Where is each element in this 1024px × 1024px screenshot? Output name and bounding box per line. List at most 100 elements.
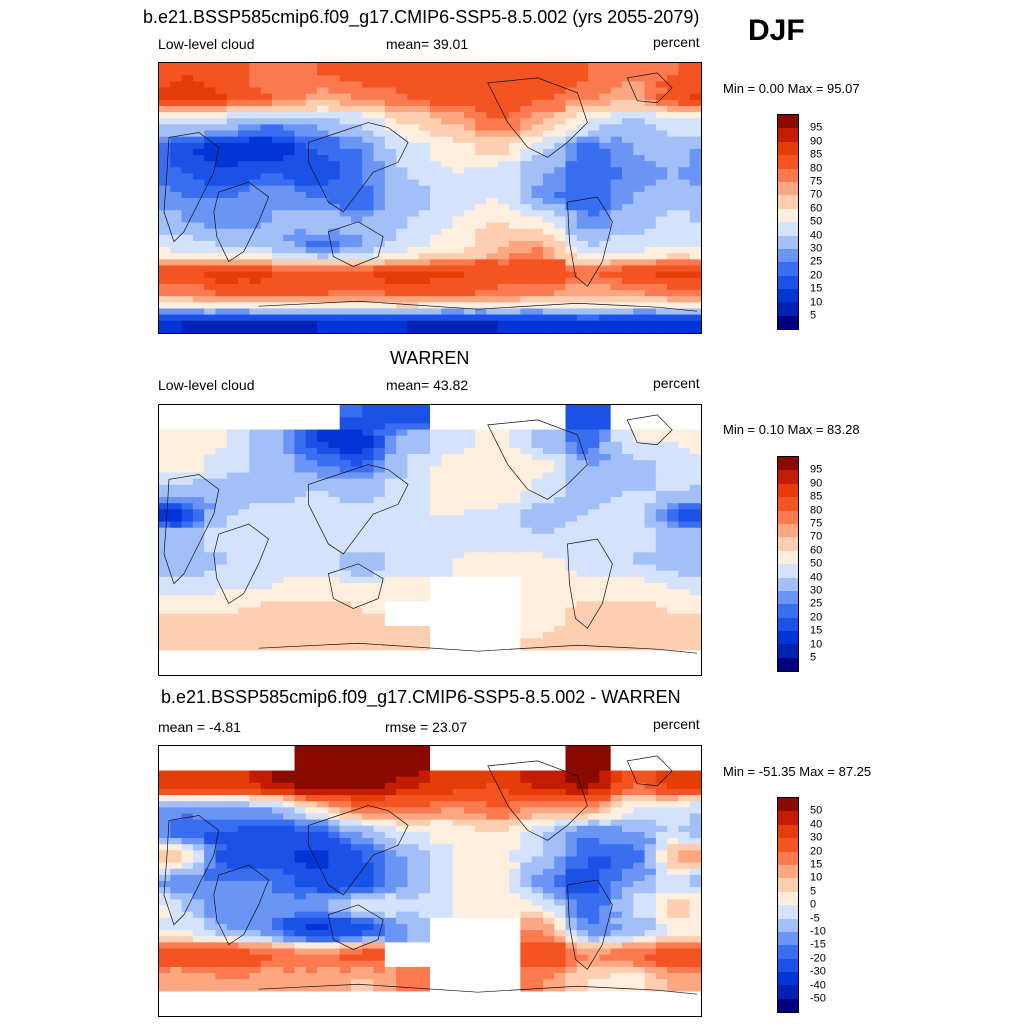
heatmap-cell — [192, 228, 205, 236]
heatmap-cell — [407, 807, 420, 815]
heatmap-cell — [633, 613, 646, 621]
heatmap-cell — [621, 234, 634, 242]
heatmap-cell — [305, 320, 318, 328]
heatmap-cell — [249, 650, 262, 658]
heatmap-cell — [339, 161, 352, 168]
heatmap-cell — [260, 619, 273, 627]
heatmap-cell — [588, 503, 600, 510]
heatmap-cell — [260, 185, 273, 193]
heatmap-cell — [362, 167, 375, 175]
heatmap-cell — [610, 429, 623, 437]
heatmap-cell — [305, 93, 318, 101]
heatmap-cell — [509, 527, 521, 535]
heatmap-cell — [588, 466, 600, 474]
heatmap-cell — [463, 167, 476, 175]
heatmap-cell — [542, 466, 555, 474]
heatmap-cell — [678, 136, 691, 144]
heatmap-cell — [610, 746, 623, 753]
heatmap-cell — [328, 752, 341, 759]
heatmap-cell — [305, 490, 318, 498]
heatmap-cell — [599, 521, 612, 529]
heatmap-cell — [644, 296, 657, 303]
heatmap-cell — [565, 265, 578, 273]
heatmap-cell — [430, 320, 442, 328]
heatmap-cell — [192, 63, 205, 70]
heatmap-cell — [599, 423, 612, 431]
heatmap-cell — [599, 308, 612, 316]
heatmap-cell — [463, 173, 476, 181]
heatmap-cell — [599, 130, 612, 138]
heatmap-cell — [328, 515, 341, 523]
heatmap-cell — [226, 527, 239, 535]
heatmap-cell — [599, 632, 612, 639]
colorbar-swatch — [778, 497, 798, 511]
heatmap-cell — [170, 472, 183, 480]
heatmap-cell — [667, 155, 680, 162]
heatmap-cell — [689, 105, 701, 113]
heatmap-cell — [520, 118, 533, 125]
heatmap-cell — [170, 638, 183, 645]
heatmap-cell — [655, 764, 668, 772]
heatmap-cell — [215, 758, 228, 765]
heatmap-cell — [463, 770, 476, 778]
heatmap-cell — [531, 503, 544, 510]
heatmap-cell — [475, 296, 488, 303]
heatmap-cell — [520, 265, 533, 273]
heatmap-cell — [260, 466, 273, 474]
heatmap-cell — [362, 423, 375, 431]
heatmap-cell — [565, 497, 578, 504]
heatmap-cell — [170, 75, 183, 82]
heatmap-cell — [610, 497, 623, 504]
heatmap-cell — [226, 423, 239, 431]
heatmap-cell — [215, 228, 228, 236]
heatmap-cell — [452, 411, 465, 418]
heatmap-cell — [192, 93, 205, 101]
heatmap-cell — [384, 314, 397, 322]
heatmap-cell — [305, 69, 318, 76]
heatmap-cell — [339, 831, 352, 839]
heatmap-cell — [305, 296, 318, 303]
heatmap-cell — [373, 838, 386, 845]
heatmap-cell — [283, 601, 296, 609]
heatmap-cell — [407, 825, 420, 833]
heatmap-cell — [509, 595, 521, 602]
heatmap-cell — [204, 302, 217, 310]
heatmap-cell — [655, 521, 668, 529]
heatmap-cell — [599, 173, 612, 181]
heatmap-cell — [588, 277, 600, 285]
heatmap-cell — [305, 326, 318, 333]
heatmap-cell — [418, 613, 431, 621]
heatmap-cell — [283, 326, 296, 333]
heatmap-cell — [170, 801, 183, 808]
heatmap-cell — [271, 619, 284, 627]
heatmap-cell — [373, 167, 386, 175]
heatmap-cell — [271, 173, 284, 181]
heatmap-cell — [271, 490, 284, 498]
heatmap-cell — [226, 191, 239, 199]
heatmap-cell — [542, 179, 555, 187]
heatmap-cell — [407, 314, 420, 322]
heatmap-cell — [384, 503, 397, 510]
heatmap-cell — [655, 112, 668, 119]
heatmap-cell — [531, 247, 544, 254]
heatmap-cell — [610, 650, 623, 658]
heatmap-cell — [452, 540, 465, 547]
heatmap-cell — [430, 764, 442, 772]
heatmap-cell — [407, 326, 420, 333]
heatmap-cell — [610, 216, 623, 224]
heatmap-cell — [576, 63, 589, 70]
heatmap-cell — [610, 570, 623, 578]
heatmap-cell — [633, 758, 646, 765]
heatmap-cell — [678, 638, 691, 645]
heatmap-cell — [181, 253, 194, 260]
heatmap-cell — [204, 764, 217, 772]
heatmap-cell — [328, 142, 341, 150]
heatmap-cell — [159, 838, 171, 845]
heatmap-cell — [328, 240, 341, 248]
heatmap-cell — [565, 222, 578, 230]
heatmap-cell — [452, 503, 465, 510]
heatmap-cell — [678, 782, 691, 790]
heatmap-cell — [396, 130, 409, 138]
heatmap-cell — [328, 795, 341, 802]
heatmap-cell — [542, 142, 555, 150]
